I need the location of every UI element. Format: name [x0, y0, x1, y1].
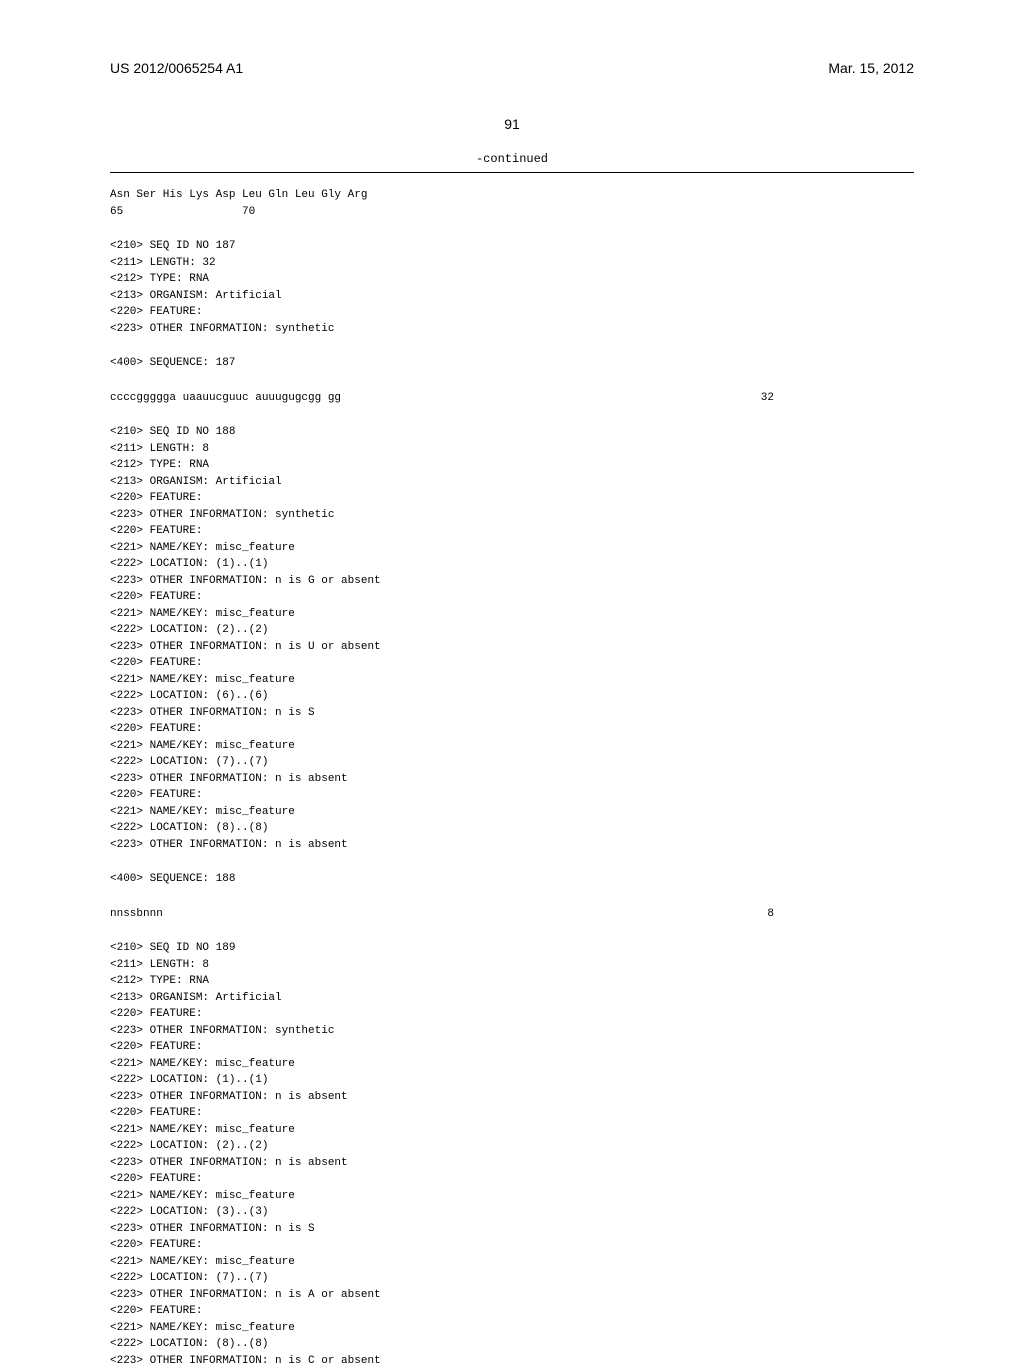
- seq187-header: <210> SEQ ID NO 187 <211> LENGTH: 32 <21…: [110, 238, 914, 337]
- page-number: 91: [110, 116, 914, 132]
- seq187-sequence: ccccggggga uaauucguuc auuugugcgg gg: [110, 390, 341, 407]
- seq-line: <222> LOCATION: (1)..(1): [110, 1072, 914, 1089]
- seq-line: <222> LOCATION: (7)..(7): [110, 754, 914, 771]
- seq-line: <211> LENGTH: 8: [110, 441, 914, 458]
- seq-line: <220> FEATURE:: [110, 589, 914, 606]
- seq-line: <212> TYPE: RNA: [110, 457, 914, 474]
- protein-residues: Asn Ser His Lys Asp Leu Gln Leu Gly Arg: [110, 187, 914, 204]
- protein-positions: 65 70: [110, 204, 914, 221]
- seq-line: <223> OTHER INFORMATION: synthetic: [110, 507, 914, 524]
- seq187-sequence-row: ccccggggga uaauucguuc auuugugcgg gg 32: [110, 390, 914, 407]
- seq-line: <222> LOCATION: (1)..(1): [110, 556, 914, 573]
- seq-line: <221> NAME/KEY: misc_feature: [110, 1188, 914, 1205]
- seq-line: <220> FEATURE:: [110, 304, 914, 321]
- seq-line: <400> SEQUENCE: 188: [110, 871, 914, 888]
- seq-line: <400> SEQUENCE: 187: [110, 355, 914, 372]
- seq-line: <221> NAME/KEY: misc_feature: [110, 540, 914, 557]
- seq-line: <212> TYPE: RNA: [110, 271, 914, 288]
- seq-line: <221> NAME/KEY: misc_feature: [110, 1320, 914, 1337]
- seq-line: <223> OTHER INFORMATION: n is S: [110, 1221, 914, 1238]
- document-header: US 2012/0065254 A1 Mar. 15, 2012: [110, 60, 914, 76]
- seq-line: <220> FEATURE:: [110, 655, 914, 672]
- seq187-label: <400> SEQUENCE: 187: [110, 355, 914, 372]
- seq-line: <220> FEATURE:: [110, 787, 914, 804]
- publication-date: Mar. 15, 2012: [828, 60, 914, 76]
- seq-line: <223> OTHER INFORMATION: n is absent: [110, 837, 914, 854]
- seq188-header: <210> SEQ ID NO 188 <211> LENGTH: 8 <212…: [110, 424, 914, 853]
- seq-line: <223> OTHER INFORMATION: n is C or absen…: [110, 1353, 914, 1369]
- continued-label: -continued: [110, 152, 914, 166]
- seq-line: <220> FEATURE:: [110, 523, 914, 540]
- seq-line: <223> OTHER INFORMATION: n is U or absen…: [110, 639, 914, 656]
- seq-line: <222> LOCATION: (2)..(2): [110, 1138, 914, 1155]
- seq-line: <220> FEATURE:: [110, 721, 914, 738]
- seq-line: <223> OTHER INFORMATION: n is G or absen…: [110, 573, 914, 590]
- top-divider: [110, 172, 914, 173]
- seq-line: <210> SEQ ID NO 189: [110, 940, 914, 957]
- seq-line: <222> LOCATION: (6)..(6): [110, 688, 914, 705]
- seq-line: <221> NAME/KEY: misc_feature: [110, 606, 914, 623]
- seq-line: <220> FEATURE:: [110, 1006, 914, 1023]
- seq-line: <222> LOCATION: (3)..(3): [110, 1204, 914, 1221]
- seq-line: <221> NAME/KEY: misc_feature: [110, 672, 914, 689]
- seq189-header: <210> SEQ ID NO 189 <211> LENGTH: 8 <212…: [110, 940, 914, 1369]
- seq-line: <213> ORGANISM: Artificial: [110, 990, 914, 1007]
- seq-line: <220> FEATURE:: [110, 1303, 914, 1320]
- seq-line: <221> NAME/KEY: misc_feature: [110, 738, 914, 755]
- seq-line: <213> ORGANISM: Artificial: [110, 288, 914, 305]
- seq188-length: 8: [767, 906, 914, 923]
- seq-line: <220> FEATURE:: [110, 490, 914, 507]
- seq188-label: <400> SEQUENCE: 188: [110, 871, 914, 888]
- seq-line: <213> ORGANISM: Artificial: [110, 474, 914, 491]
- seq-line: <221> NAME/KEY: misc_feature: [110, 804, 914, 821]
- seq-line: <223> OTHER INFORMATION: n is absent: [110, 1155, 914, 1172]
- seq-line: <221> NAME/KEY: misc_feature: [110, 1122, 914, 1139]
- seq-line: <223> OTHER INFORMATION: n is S: [110, 705, 914, 722]
- seq-line: <220> FEATURE:: [110, 1039, 914, 1056]
- seq-line: <223> OTHER INFORMATION: n is A or absen…: [110, 1287, 914, 1304]
- seq-line: <210> SEQ ID NO 188: [110, 424, 914, 441]
- seq-line: <222> LOCATION: (2)..(2): [110, 622, 914, 639]
- seq-line: <223> OTHER INFORMATION: synthetic: [110, 321, 914, 338]
- seq188-sequence: nnssbnnn: [110, 906, 163, 923]
- seq-line: <220> FEATURE:: [110, 1237, 914, 1254]
- seq-line: <220> FEATURE:: [110, 1171, 914, 1188]
- seq-line: <221> NAME/KEY: misc_feature: [110, 1056, 914, 1073]
- seq-line: <212> TYPE: RNA: [110, 973, 914, 990]
- seq-line: <220> FEATURE:: [110, 1105, 914, 1122]
- seq-line: <211> LENGTH: 8: [110, 957, 914, 974]
- protein-sequence-block: Asn Ser His Lys Asp Leu Gln Leu Gly Arg …: [110, 187, 914, 220]
- seq-line: <223> OTHER INFORMATION: n is absent: [110, 771, 914, 788]
- seq-line: <223> OTHER INFORMATION: n is absent: [110, 1089, 914, 1106]
- seq-line: <211> LENGTH: 32: [110, 255, 914, 272]
- seq-line: <221> NAME/KEY: misc_feature: [110, 1254, 914, 1271]
- seq-line: <222> LOCATION: (7)..(7): [110, 1270, 914, 1287]
- publication-number: US 2012/0065254 A1: [110, 60, 243, 76]
- seq-line: <222> LOCATION: (8)..(8): [110, 1336, 914, 1353]
- seq-line: <222> LOCATION: (8)..(8): [110, 820, 914, 837]
- seq187-length: 32: [761, 390, 914, 407]
- seq188-sequence-row: nnssbnnn 8: [110, 906, 914, 923]
- seq-line: <210> SEQ ID NO 187: [110, 238, 914, 255]
- seq-line: <223> OTHER INFORMATION: synthetic: [110, 1023, 914, 1040]
